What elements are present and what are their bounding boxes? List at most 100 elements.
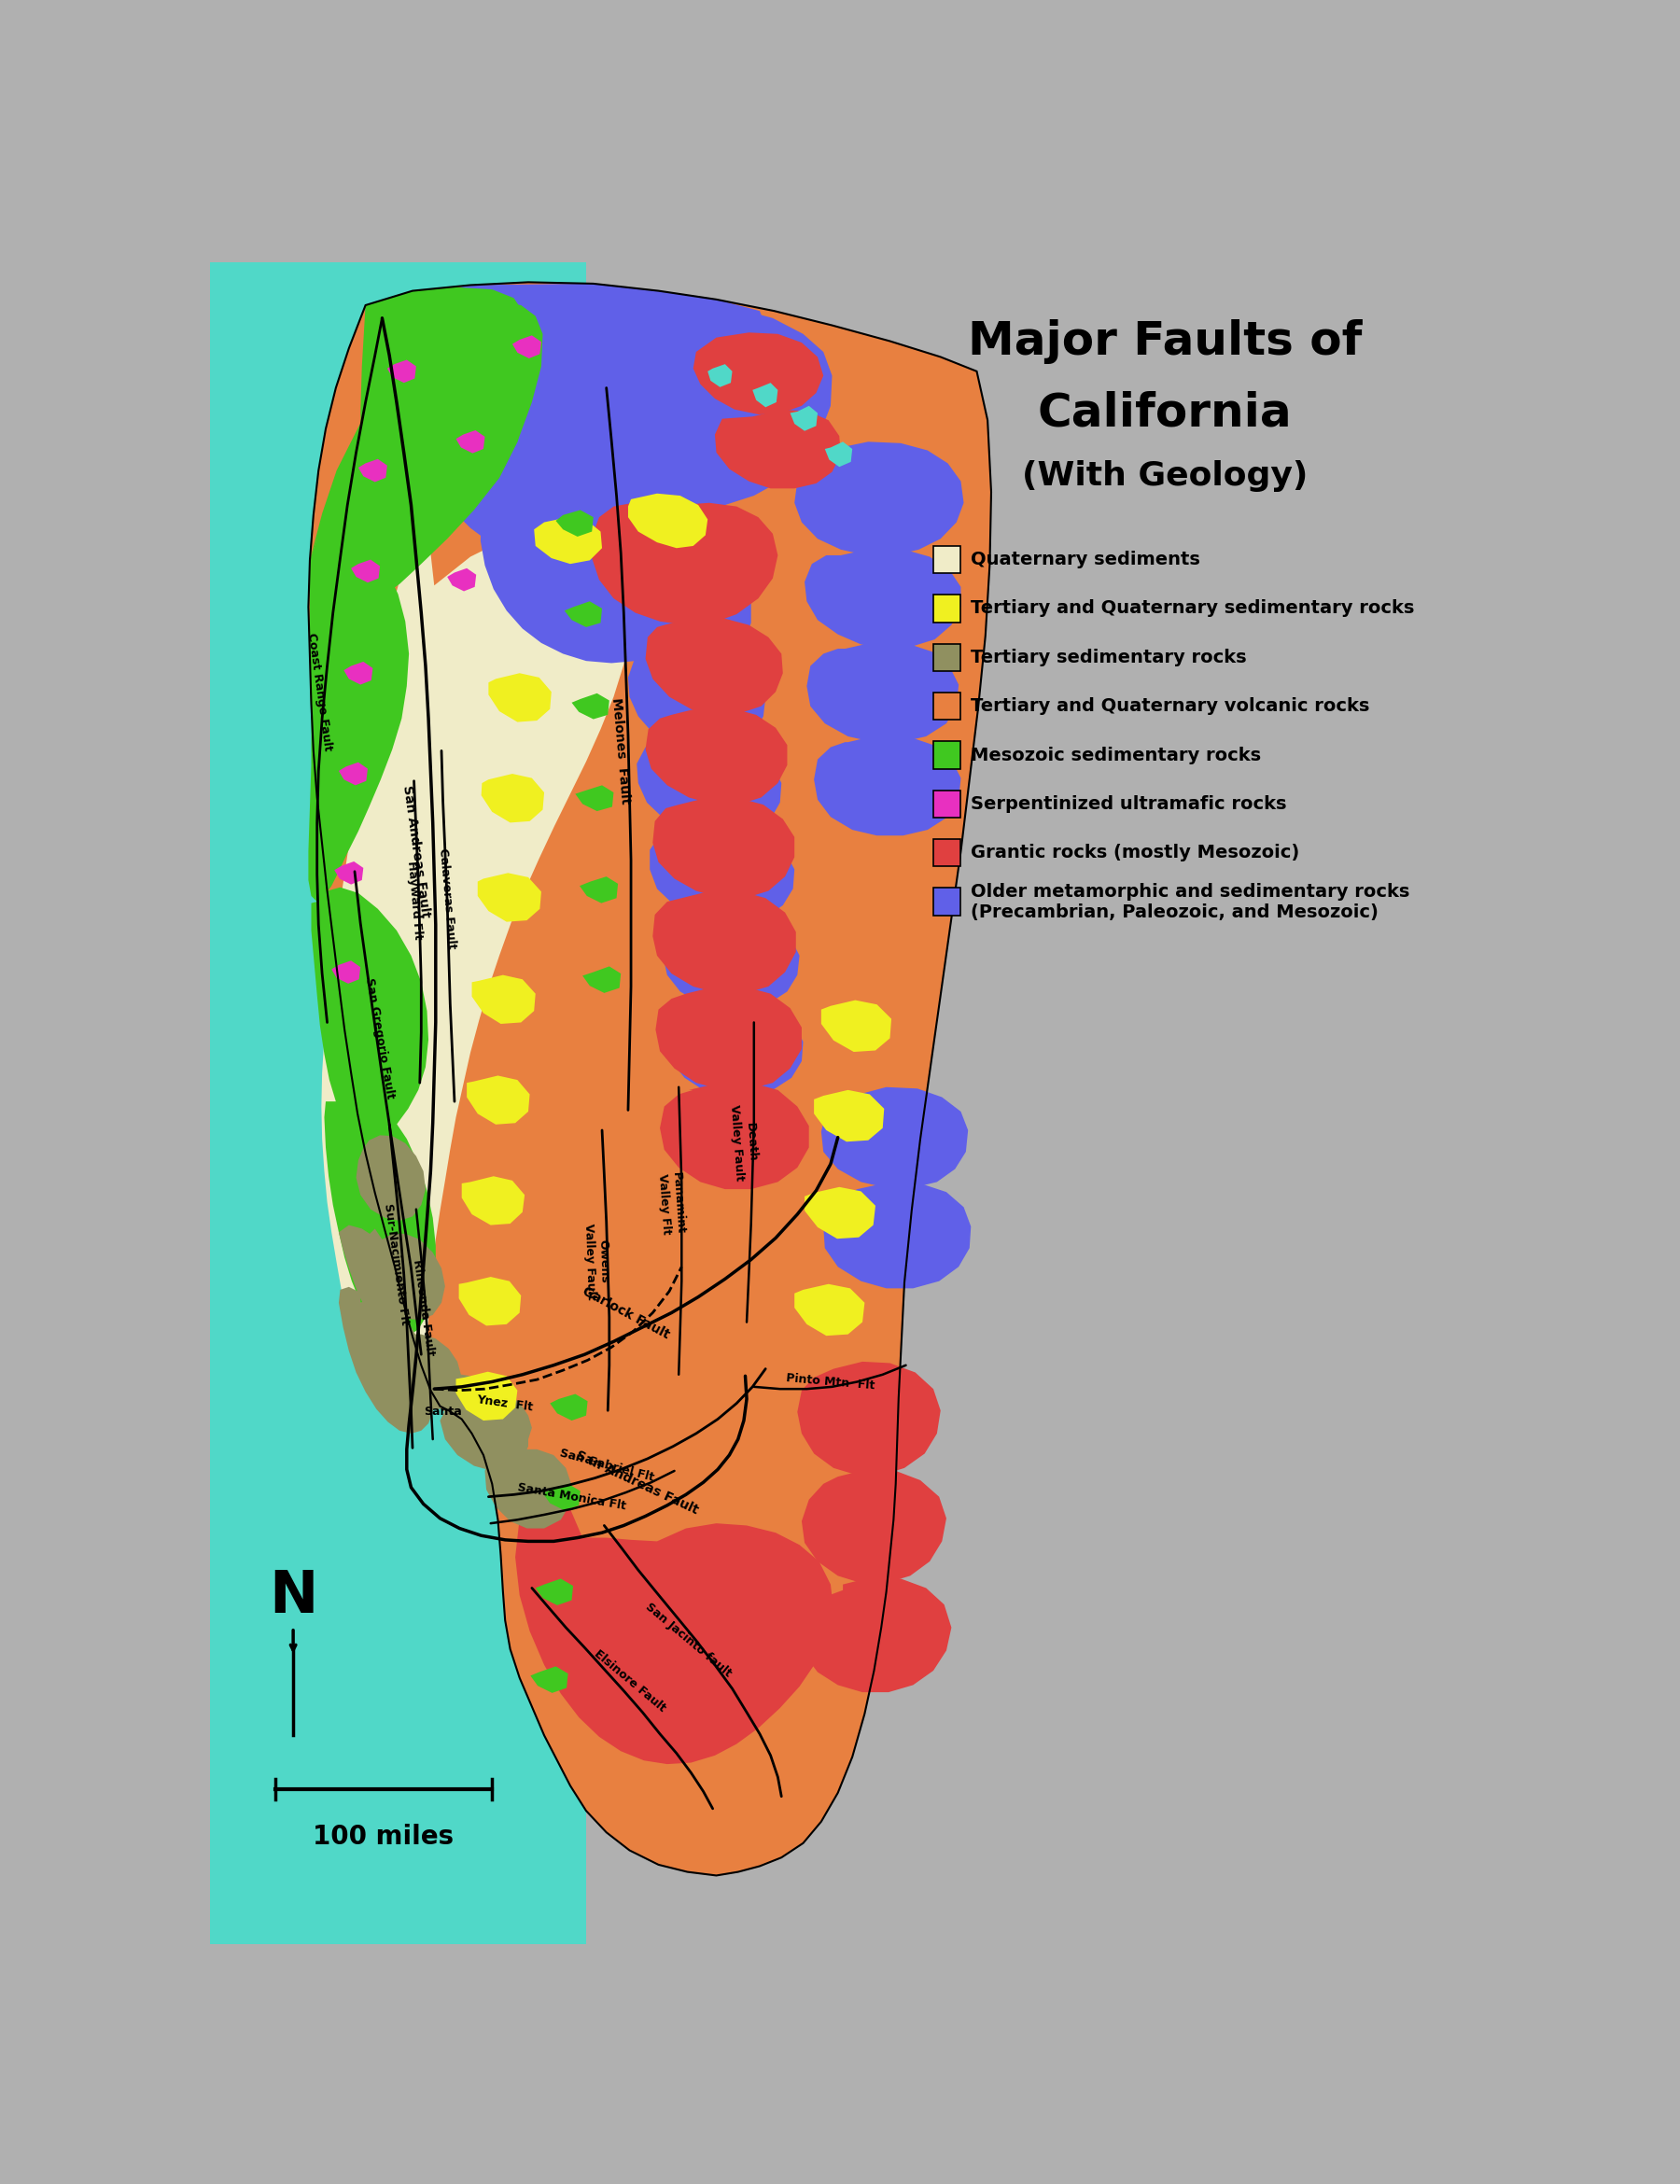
Polygon shape (467, 1075, 529, 1125)
Polygon shape (391, 1334, 462, 1409)
Polygon shape (549, 1393, 588, 1420)
Polygon shape (472, 974, 536, 1024)
Polygon shape (652, 891, 796, 994)
Polygon shape (583, 965, 622, 994)
Text: San Jacinto fault: San Jacinto fault (643, 1601, 734, 1679)
Polygon shape (694, 332, 823, 415)
Polygon shape (580, 876, 618, 904)
Bar (934, 546, 961, 572)
Text: Santa: Santa (423, 1406, 462, 1417)
Polygon shape (543, 1483, 580, 1511)
Text: Tertiary sedimentary rocks: Tertiary sedimentary rocks (971, 649, 1247, 666)
Polygon shape (331, 961, 361, 983)
Polygon shape (309, 301, 543, 601)
Polygon shape (351, 559, 380, 583)
Polygon shape (805, 1188, 875, 1238)
Text: San Andreas Fault: San Andreas Fault (400, 784, 432, 919)
Polygon shape (637, 743, 781, 836)
Polygon shape (716, 408, 840, 489)
Polygon shape (361, 288, 533, 542)
Polygon shape (815, 1090, 884, 1142)
Polygon shape (366, 1230, 445, 1319)
Polygon shape (480, 470, 726, 664)
Polygon shape (655, 987, 801, 1090)
Text: Quaternary sediments: Quaternary sediments (971, 550, 1201, 568)
Text: Garlock Fault: Garlock Fault (580, 1284, 672, 1341)
Polygon shape (790, 406, 818, 430)
Text: Mesozoic sedimentary rocks: Mesozoic sedimentary rocks (971, 747, 1262, 764)
Polygon shape (650, 830, 795, 924)
Polygon shape (801, 1577, 951, 1693)
Polygon shape (366, 284, 774, 570)
Polygon shape (309, 282, 991, 1876)
Polygon shape (823, 1182, 971, 1289)
Text: Death
Valley Fault: Death Valley Fault (727, 1103, 759, 1182)
Polygon shape (806, 642, 959, 743)
Text: Calaveras Fault: Calaveras Fault (437, 847, 457, 950)
Text: Pinto Mtn  Flt: Pinto Mtn Flt (786, 1372, 875, 1391)
Polygon shape (575, 786, 613, 810)
Polygon shape (652, 797, 795, 898)
Text: Melones  Fault: Melones Fault (610, 697, 632, 804)
Bar (934, 839, 961, 867)
Polygon shape (571, 692, 610, 719)
Text: (With Geology): (With Geology) (1021, 461, 1307, 491)
Text: 100 miles: 100 miles (312, 1824, 454, 1850)
Polygon shape (645, 618, 783, 714)
Polygon shape (664, 915, 800, 1009)
Polygon shape (805, 548, 961, 649)
Bar (934, 791, 961, 817)
Text: Rinconda Fault: Rinconda Fault (410, 1258, 437, 1356)
Polygon shape (556, 511, 593, 537)
Bar (934, 740, 961, 769)
Polygon shape (645, 708, 788, 804)
Text: Coast Range Fault: Coast Range Fault (306, 631, 334, 751)
Text: Tertiary and Quaternary sedimentary rocks: Tertiary and Quaternary sedimentary rock… (971, 601, 1415, 618)
Polygon shape (512, 336, 541, 358)
Polygon shape (440, 1400, 528, 1470)
Polygon shape (210, 262, 586, 1944)
Polygon shape (459, 1278, 521, 1326)
Text: Hayward Flt: Hayward Flt (405, 860, 423, 939)
Polygon shape (480, 773, 544, 823)
Polygon shape (707, 365, 732, 387)
Polygon shape (628, 494, 707, 548)
Polygon shape (536, 1579, 573, 1605)
Polygon shape (420, 1374, 533, 1448)
Polygon shape (477, 874, 541, 922)
Text: Elsinore Fault: Elsinore Fault (591, 1649, 667, 1714)
Polygon shape (822, 1088, 968, 1188)
Polygon shape (321, 520, 633, 1404)
Polygon shape (356, 1136, 425, 1221)
Text: Older metamorphic and sedimentary rocks
(Precambrian, Paleozoic, and Mesozoic): Older metamorphic and sedimentary rocks … (971, 882, 1410, 922)
Polygon shape (815, 736, 961, 836)
Polygon shape (358, 459, 386, 483)
Polygon shape (534, 518, 601, 563)
Polygon shape (753, 382, 778, 406)
Text: Ynez  Flt: Ynez Flt (475, 1393, 534, 1413)
Polygon shape (798, 1361, 941, 1474)
Text: N: N (269, 1570, 318, 1625)
Polygon shape (593, 537, 751, 666)
Bar (934, 594, 961, 622)
Polygon shape (386, 360, 417, 382)
Polygon shape (309, 535, 408, 902)
Polygon shape (492, 299, 832, 511)
Text: California: California (1038, 391, 1292, 435)
Polygon shape (489, 673, 551, 723)
Polygon shape (801, 1470, 946, 1583)
Polygon shape (822, 1000, 892, 1053)
Text: Owens
Valley Fault: Owens Valley Fault (583, 1223, 612, 1299)
Bar (934, 889, 961, 915)
Polygon shape (667, 1002, 803, 1096)
Text: Santa Monica Flt: Santa Monica Flt (516, 1481, 627, 1511)
Polygon shape (311, 887, 428, 1140)
Polygon shape (628, 655, 766, 751)
Text: Major Faults of: Major Faults of (968, 319, 1362, 363)
Text: San Gabriel Flt: San Gabriel Flt (558, 1448, 655, 1485)
Polygon shape (447, 568, 475, 592)
Polygon shape (486, 1450, 571, 1529)
Polygon shape (334, 860, 363, 885)
Polygon shape (660, 1083, 810, 1188)
Polygon shape (825, 441, 852, 467)
